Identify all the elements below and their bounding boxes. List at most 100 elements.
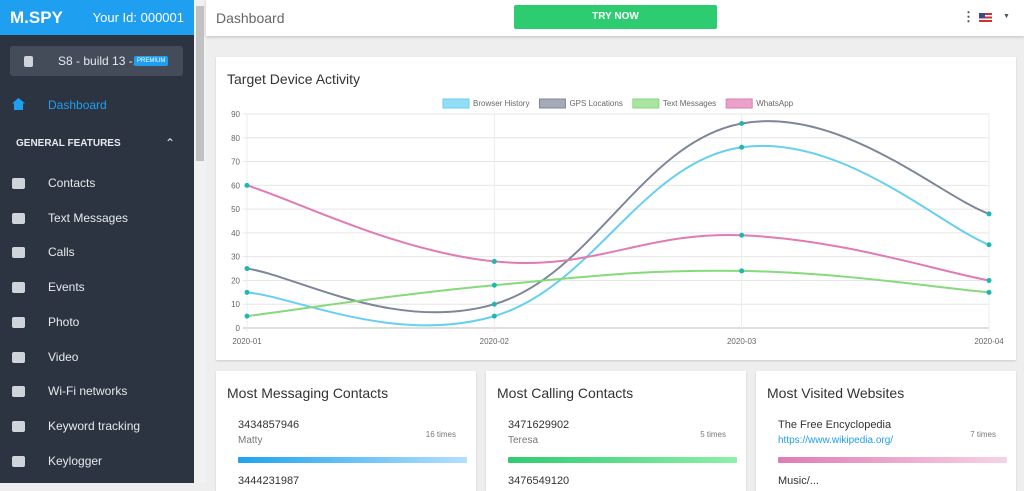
legend-label: Browser History (473, 99, 529, 108)
y-tick-label: 90 (231, 110, 240, 119)
series-line (246, 269, 990, 318)
nav-section[interactable]: GENERAL FEATURES (16, 138, 121, 149)
entry-label[interactable]: 3471629902 (508, 419, 570, 431)
legend-swatch (442, 98, 470, 109)
android-icon (24, 56, 33, 67)
sidebar: M.SPY Your Id: 000001 S8 - build 13 -...… (0, 0, 194, 483)
brand[interactable]: M.SPY (10, 8, 63, 27)
legend-label: GPS Locations (569, 99, 622, 108)
y-tick-label: 80 (231, 134, 240, 143)
data-point (986, 277, 992, 283)
y-tick-label: 30 (231, 253, 240, 262)
series-line (246, 144, 990, 327)
legend-swatch (632, 98, 660, 109)
entry-label[interactable]: 3476549120 (508, 475, 570, 487)
menu-icon[interactable]: ⋮ (962, 9, 975, 24)
entry-label[interactable]: The Free Encyclopedia (778, 419, 892, 431)
entry-sub: Teresa (508, 435, 539, 446)
data-point (491, 258, 497, 264)
nav-item[interactable]: Keyword tracking (48, 418, 141, 433)
sidebar-header: M.SPY Your Id: 000001 (0, 0, 194, 35)
x-tick-label: 2020-03 (727, 337, 757, 346)
y-tick-label: 20 (231, 276, 240, 285)
list-card: Most Messaging Contacts 3434857946 Matty 16… (216, 371, 476, 491)
nav-item[interactable]: Photo (48, 314, 80, 329)
y-tick-label: 70 (231, 158, 240, 167)
nav-item[interactable]: Events (48, 280, 85, 295)
data-point (244, 266, 250, 272)
flag-icon[interactable] (979, 13, 992, 22)
data-point (986, 242, 992, 248)
data-point (244, 182, 250, 188)
x-tick-label: 2020-04 (974, 337, 1004, 346)
chart: Target Device Activity 0 10 20 30 40 50 60 70 80 9… (227, 71, 1004, 346)
premium-badge: PREMIUM (134, 56, 169, 66)
nav-icon (12, 455, 25, 467)
card-title: Most Messaging Contacts (227, 385, 389, 401)
entry-count: 7 times (970, 430, 996, 439)
progress-bar (778, 457, 1007, 463)
series-line (246, 184, 990, 282)
nav-icon (12, 420, 25, 432)
data-point (986, 211, 992, 217)
nav-item[interactable]: Text Messages (48, 210, 129, 225)
entry-count: 5 times (700, 430, 726, 439)
y-tick-label: 0 (236, 324, 241, 333)
page-title: Dashboard (216, 10, 285, 26)
card-title: Most Calling Contacts (497, 385, 634, 401)
entry-label[interactable]: 3444231987 (238, 475, 300, 487)
legend-label: WhatsApp (756, 99, 793, 108)
list-card: Most Calling Contacts 3471629902 Teresa 5 t… (486, 371, 746, 491)
scrollbar-thumb[interactable] (196, 6, 204, 161)
progress-bar (238, 457, 467, 463)
data-point (739, 144, 745, 150)
data-point (739, 268, 745, 274)
collapse-icon[interactable]: ⌃ (165, 136, 176, 150)
legend-swatch (538, 98, 566, 109)
data-point (244, 313, 250, 319)
y-tick-label: 60 (231, 181, 240, 190)
nav-dashboard[interactable]: Dashboard (48, 98, 107, 112)
nav-icon (12, 282, 25, 294)
progress-bar (508, 457, 737, 463)
y-tick-label: 10 (231, 300, 240, 309)
legend-label: Text Messages (663, 99, 716, 108)
nav-item[interactable]: Contacts (48, 176, 96, 190)
data-point (491, 282, 497, 288)
data-point (491, 301, 497, 307)
x-tick-label: 2020-01 (232, 337, 262, 346)
user-id: Your Id: 000001 (92, 10, 184, 25)
chart-card: Target Device Activity 0 10 20 30 40 50 60 70 80 9… (216, 57, 1016, 360)
try-now-button[interactable]: TRY NOW (514, 5, 717, 29)
device-selector[interactable]: S8 - build 13 -... PREMIUM (10, 46, 183, 76)
nav-icon (12, 178, 25, 189)
y-tick-label: 40 (231, 229, 240, 238)
data-point (491, 313, 497, 319)
nav-item[interactable]: Keylogger (48, 453, 103, 468)
nav-item[interactable]: Calls (48, 245, 75, 260)
entry-sub[interactable]: https://www.wikipedia.org/ (778, 435, 894, 446)
x-tick-label: 2020-02 (480, 337, 510, 346)
entry-sub: Matty (238, 435, 263, 446)
legend-swatch (725, 98, 753, 109)
chart-title: Target Device Activity (227, 71, 360, 87)
data-point (739, 232, 745, 238)
entry-label[interactable]: Music/... (778, 475, 819, 487)
entry-count: 16 times (425, 430, 456, 439)
home-icon (12, 98, 25, 110)
nav-icon (12, 212, 25, 224)
device-name: S8 - build 13 -... (58, 54, 143, 68)
nav-item[interactable]: Video (48, 349, 79, 364)
nav-icon (12, 247, 25, 259)
list-card: Most Visited Websites The Free Encycloped… (756, 371, 1016, 491)
series-line (246, 120, 990, 314)
card-title: Most Visited Websites (767, 385, 905, 401)
entry-label[interactable]: 3434857946 (238, 419, 300, 431)
nav-item[interactable]: Wi-Fi networks (48, 384, 128, 399)
dropdown-icon[interactable]: ▼ (1003, 13, 1010, 20)
nav-icon (12, 316, 25, 328)
nav-icon (12, 351, 25, 363)
y-tick-label: 50 (231, 205, 240, 214)
data-point (986, 289, 992, 295)
